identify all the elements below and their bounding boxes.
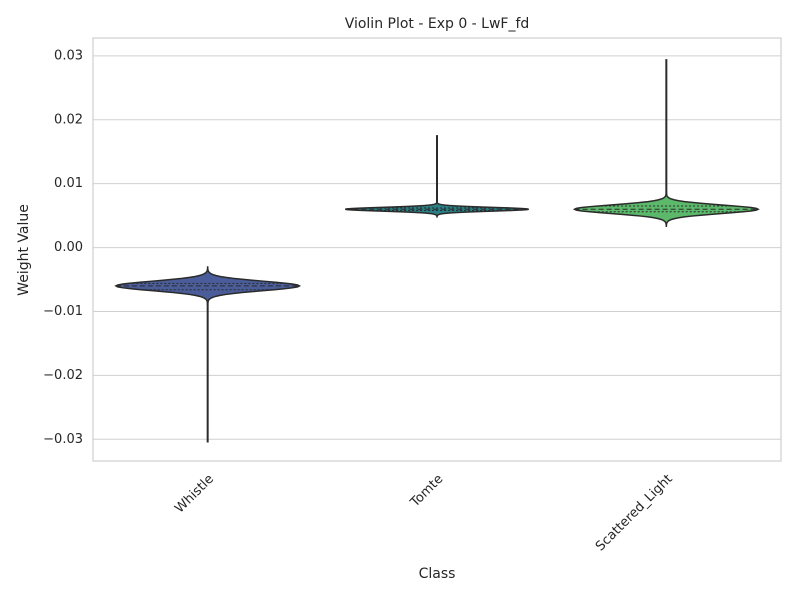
- y-axis-label: Weight Value: [16, 204, 32, 296]
- x-tick-label: Tomte: [407, 472, 446, 511]
- y-tick-label: 0.00: [54, 240, 83, 255]
- y-tick-label: 0.01: [54, 176, 83, 191]
- x-axis-label: Class: [419, 566, 456, 582]
- y-tick-label: 0.03: [54, 48, 83, 63]
- chart-title: Violin Plot - Exp 0 - LwF_fd: [345, 16, 530, 32]
- plot-frame: [92, 37, 782, 462]
- y-tick-label: −0.03: [43, 432, 83, 447]
- y-tick-label: 0.02: [54, 112, 83, 127]
- x-tick-label: Scattered_Light: [593, 472, 676, 555]
- x-tick-label: Whistle: [172, 472, 217, 517]
- y-tick-label: −0.01: [43, 304, 83, 319]
- y-tick-label: −0.02: [43, 368, 83, 383]
